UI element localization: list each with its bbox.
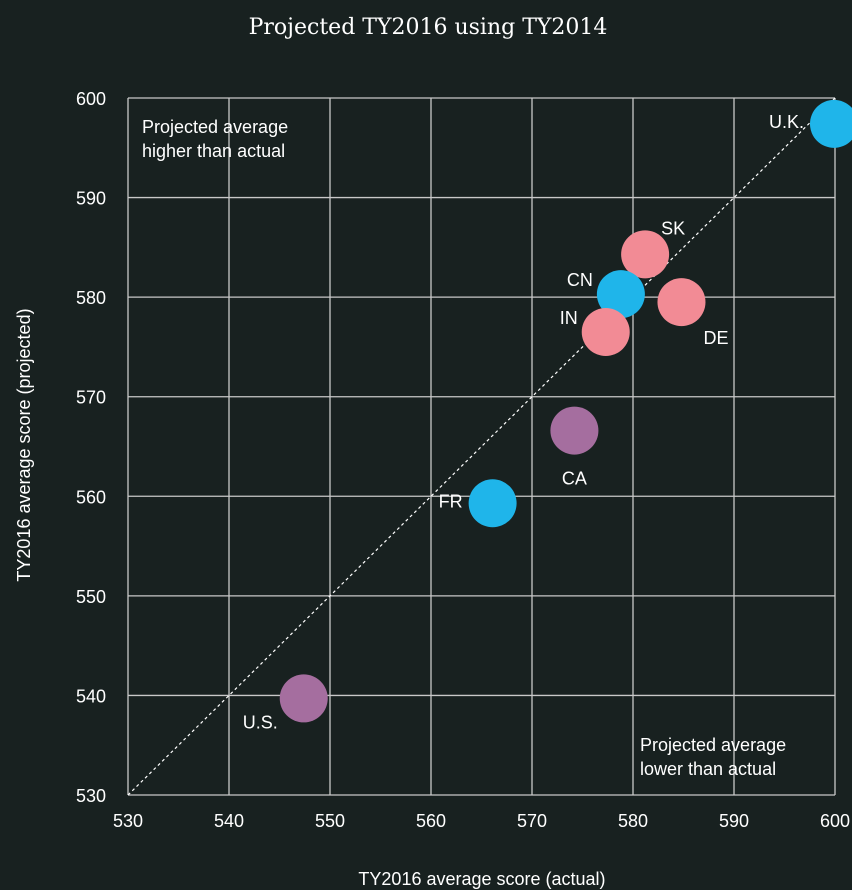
- reference-line: [127, 97, 836, 796]
- annotation-lower-right: Projected average lower than actual: [640, 735, 786, 779]
- point-label-uk: U.K.: [769, 112, 804, 132]
- annotation-line: lower than actual: [640, 759, 776, 779]
- point-label-de: DE: [703, 328, 728, 348]
- data-point-de: [657, 278, 706, 327]
- chart-title: Projected TY2016 using TY2014: [249, 15, 608, 40]
- point-label-fr: FR: [439, 491, 463, 511]
- data-point-cn: [596, 270, 645, 319]
- axis-ticks: 530 540 550 560 570 580 590 600 530 540 550 560 570 5…: [76, 89, 850, 831]
- annotation-line: higher than actual: [142, 141, 285, 161]
- point-label-cn: CN: [567, 270, 593, 290]
- y-tick-label: 530: [76, 786, 106, 806]
- data-point-sk: [621, 230, 670, 279]
- y-tick-label: 590: [76, 189, 106, 209]
- y-tick-label: 540: [76, 686, 106, 706]
- data-point-fr: [468, 479, 517, 528]
- y-tick-label: 580: [76, 288, 106, 308]
- data-points: [279, 99, 852, 723]
- x-tick-label: 580: [618, 811, 648, 831]
- y-tick-label: 600: [76, 89, 106, 109]
- x-tick-label: 560: [416, 811, 446, 831]
- x-axis-label: TY2016 average score (actual): [358, 869, 605, 889]
- x-tick-label: 540: [214, 811, 244, 831]
- data-point-in: [581, 307, 630, 356]
- reference-line-group: [127, 97, 836, 796]
- x-tick-label: 600: [820, 811, 850, 831]
- x-tick-label: 550: [315, 811, 345, 831]
- x-tick-label: 530: [113, 811, 143, 831]
- x-tick-label: 590: [719, 811, 749, 831]
- annotation-line: Projected average: [142, 117, 288, 137]
- data-point-us: [279, 674, 328, 723]
- point-label-sk: SK: [661, 218, 685, 238]
- y-axis-label: TY2016 average score (projected): [14, 308, 34, 581]
- data-point-uk: [809, 99, 852, 148]
- annotation-group: Projected average higher than actualProje…: [142, 117, 786, 779]
- y-tick-label: 560: [76, 487, 106, 507]
- point-labels: U.K. SK CN DE IN CA FR U.S.: [243, 112, 804, 733]
- point-label-ca: CA: [562, 469, 587, 489]
- y-tick-label: 570: [76, 388, 106, 408]
- point-label-in: IN: [560, 308, 578, 328]
- point-label-us: U.S.: [243, 712, 278, 732]
- x-tick-label: 570: [517, 811, 547, 831]
- data-point-ca: [550, 406, 599, 455]
- annotation-upper-left: Projected average higher than actual: [142, 117, 288, 161]
- grid: [127, 97, 836, 796]
- annotation-line: Projected average: [640, 735, 786, 755]
- y-tick-label: 550: [76, 587, 106, 607]
